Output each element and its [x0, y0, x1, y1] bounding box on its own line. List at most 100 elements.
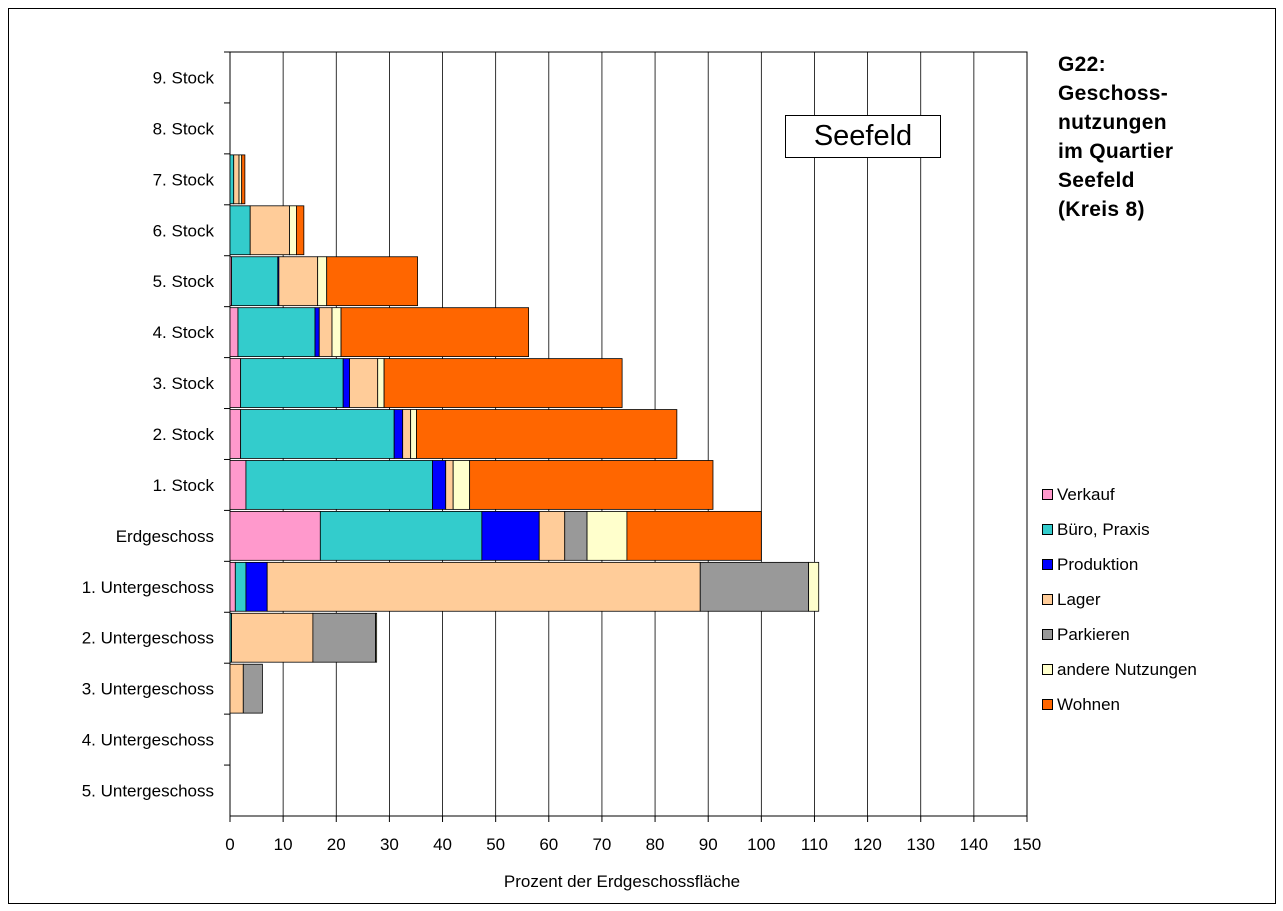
- bar-1-untergeschoss-series-1: [234, 561, 247, 612]
- bar-2-untergeschoss-series-4: [312, 612, 376, 663]
- y-tick-label: 7. Stock: [153, 170, 215, 189]
- x-tick-label-40: 40: [433, 835, 452, 854]
- bar-4-stock-series-1: [237, 307, 316, 357]
- bar-erdgeschoss-series-3: [538, 511, 566, 561]
- bar-2-stock-series-2: [393, 409, 404, 459]
- x-tick-label-0: 0: [225, 835, 234, 854]
- x-axis-label: Prozent der Erdgeschossfläche: [504, 872, 740, 891]
- x-tick-label-30: 30: [380, 835, 399, 854]
- x-tick-label-50: 50: [486, 835, 505, 854]
- x-tick-label-150: 150: [1013, 835, 1041, 854]
- legend-item-2: Produktion: [1042, 547, 1197, 582]
- x-tick-label-90: 90: [699, 835, 718, 854]
- bar-erdgeschoss-series-0: [229, 511, 321, 561]
- bar-1-stock-series-2: [432, 460, 447, 510]
- legend-swatch: [1042, 524, 1053, 535]
- legend-swatch: [1042, 629, 1053, 640]
- y-tick-label: 1. Untergeschoss: [82, 578, 214, 597]
- bar-1-stock-series-5: [452, 460, 471, 510]
- bar-1-stock-series-6: [469, 460, 714, 510]
- x-tick-labels: 0 10 20 30 40 50 60 70 80 90 100 110 120 130 140 150: [225, 816, 1041, 854]
- y-tick-label: 2. Stock: [153, 425, 215, 444]
- bar-erdgeschoss-series-6: [626, 511, 762, 561]
- legend-label: Büro, Praxis: [1057, 519, 1150, 539]
- bar-erdgeschoss-series-4: [564, 511, 588, 561]
- bar-7-stock-series-6: [241, 154, 246, 205]
- legend-item-4: Parkieren: [1042, 617, 1197, 652]
- legend-swatch: [1042, 664, 1053, 675]
- bar-3-stock-series-1: [240, 358, 344, 408]
- legend-label: andere Nutzungen: [1057, 659, 1197, 679]
- y-tick-label: 6. Stock: [153, 221, 215, 240]
- y-tick-label: 2. Untergeschoss: [82, 629, 214, 648]
- legend-label: Wohnen: [1057, 694, 1121, 714]
- bar-4-stock-series-0: [229, 307, 239, 357]
- legend-label: Lager: [1057, 589, 1101, 609]
- x-tick-label-140: 140: [960, 835, 988, 854]
- x-tick-label-130: 130: [907, 835, 935, 854]
- y-tick-label: 1. Stock: [153, 476, 215, 495]
- y-tick-label: 5. Untergeschoss: [82, 782, 214, 801]
- bar-7-stock-series-1: [229, 154, 235, 205]
- x-tick-label-80: 80: [646, 835, 665, 854]
- y-tick-labels: 9. Stock 8. Stock 7. Stock 6. Stock 5. Stock…: [82, 51, 230, 801]
- bar-2-untergeschoss-series-5: [375, 612, 378, 663]
- bar-2-stock-series-0: [229, 409, 242, 459]
- legend-swatch: [1042, 559, 1053, 570]
- legend-swatch: [1042, 594, 1053, 605]
- bar-4-stock-series-5: [331, 307, 342, 357]
- bars-layer: [229, 154, 820, 714]
- bar-5-stock-series-5: [317, 256, 328, 307]
- bar-erdgeschoss-series-5: [586, 511, 628, 561]
- bar-3-stock-series-2: [342, 358, 350, 408]
- legend-item-6: Wohnen: [1042, 687, 1197, 722]
- bar-4-stock-series-3: [318, 307, 333, 357]
- bar-5-stock-series-1: [231, 256, 279, 307]
- legend: Verkauf Büro, Praxis Produktion Lager Parkie…: [1042, 477, 1197, 722]
- y-tick-label: 8. Stock: [153, 119, 215, 138]
- bar-7-stock-series-3: [233, 154, 240, 205]
- chart-title: G22: Geschoss- nutzungen im Quartier See…: [1058, 53, 1174, 221]
- y-tick-label: 4. Untergeschoss: [82, 731, 214, 750]
- bar-1-stock-series-0: [229, 460, 247, 510]
- bar-3-stock-series-5: [377, 358, 385, 408]
- x-tick-label-110: 110: [801, 835, 828, 854]
- bar-4-stock-series-6: [340, 307, 530, 357]
- bar-1-untergeschoss-series-5: [808, 561, 820, 612]
- bar-6-stock-series-3: [249, 205, 290, 256]
- x-tick-label-10: 10: [274, 835, 293, 854]
- legend-label: Produktion: [1057, 554, 1139, 574]
- x-tick-label-60: 60: [539, 835, 558, 854]
- bar-1-untergeschoss-series-2: [245, 561, 268, 612]
- bar-3-untergeschoss-series-4: [242, 663, 263, 714]
- bar-1-stock-series-1: [245, 460, 433, 510]
- y-tick-label: 4. Stock: [153, 323, 215, 342]
- bar-1-untergeschoss-series-4: [699, 561, 810, 612]
- bar-6-stock-series-1: [229, 205, 251, 256]
- y-tick-label: Erdgeschoss: [116, 527, 214, 546]
- bar-1-untergeschoss-series-3: [266, 561, 701, 612]
- bar-3-stock-series-0: [229, 358, 242, 408]
- legend-label: Verkauf: [1057, 484, 1115, 504]
- y-tick-label: 9. Stock: [153, 68, 215, 87]
- x-tick-label-120: 120: [853, 835, 881, 854]
- legend-item-5: andere Nutzungen: [1042, 652, 1197, 687]
- bar-2-stock-series-1: [240, 409, 395, 459]
- bar-6-stock-series-5: [289, 205, 297, 256]
- legend-swatch: [1042, 699, 1053, 710]
- x-tick-label-100: 100: [747, 835, 775, 854]
- bar-3-untergeschoss-series-3: [229, 663, 244, 714]
- y-tick-label: 5. Stock: [153, 272, 215, 291]
- y-tick-label: 3. Stock: [153, 374, 215, 393]
- legend-swatch: [1042, 489, 1053, 500]
- x-tick-label-20: 20: [327, 835, 346, 854]
- legend-item-0: Verkauf: [1042, 477, 1197, 512]
- legend-item-1: Büro, Praxis: [1042, 512, 1197, 547]
- bar-5-stock-series-6: [326, 256, 418, 307]
- chart-annotation: Seefeld: [785, 115, 941, 158]
- legend-label: Parkieren: [1057, 624, 1130, 644]
- y-tick-label: 3. Untergeschoss: [82, 680, 214, 699]
- bar-1-untergeschoss-series-0: [229, 561, 236, 612]
- x-tick-label-70: 70: [592, 835, 611, 854]
